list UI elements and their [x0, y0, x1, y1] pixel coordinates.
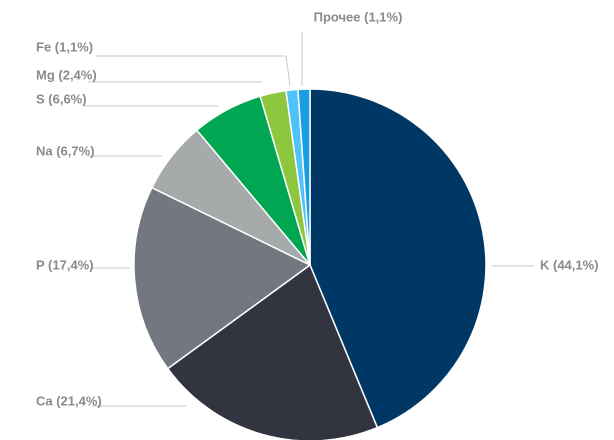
pie-slice: [309, 88, 487, 429]
slice-label: Ca (21,4%): [36, 393, 102, 408]
slice-label: S (6,6%): [36, 91, 87, 106]
slice-label: K (44,1%): [540, 257, 599, 272]
slice-label: Fe (1,1%): [36, 39, 93, 54]
leader-line: [285, 55, 291, 87]
slice-label: Na (6,7%): [36, 143, 95, 158]
slice-label: P (17,4%): [36, 257, 94, 272]
pie-slice: [133, 186, 312, 370]
slice-label: Прочее (1,1%): [314, 9, 403, 24]
slice-label: Mg (2,4%): [36, 67, 97, 82]
pie-slice: [166, 263, 379, 440]
pie-slice: [297, 88, 311, 266]
